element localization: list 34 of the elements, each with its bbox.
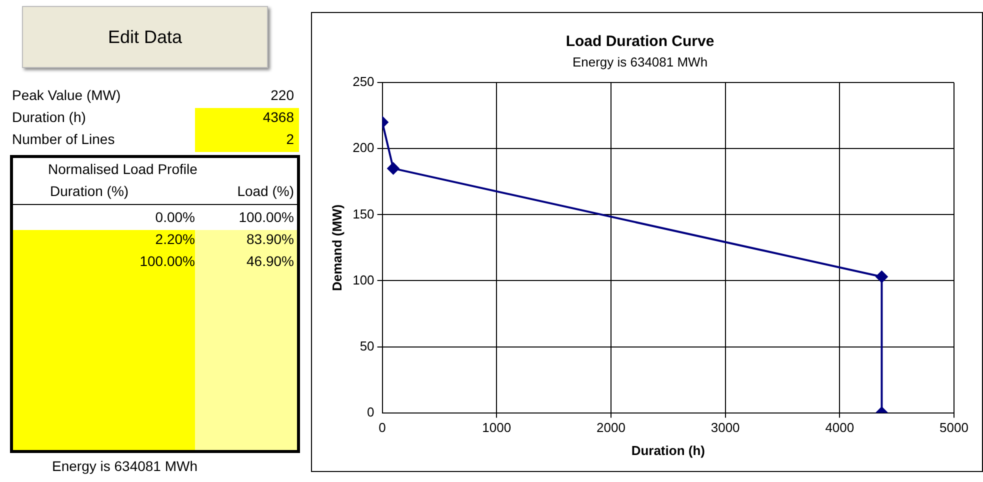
- x-tick-label: 1000: [482, 420, 512, 436]
- x-tick-label: 5000: [940, 420, 968, 436]
- text: 220: [270, 86, 294, 105]
- text: Duration (%): [50, 182, 129, 201]
- chart-title: Load Duration Curve: [566, 33, 714, 50]
- text: Number of Lines: [12, 130, 115, 149]
- text: Energy is 634081 MWh: [52, 457, 199, 476]
- y-tick-label: 100: [352, 272, 374, 288]
- text: 83.90%: [246, 230, 294, 249]
- y-tick-label: 0: [367, 404, 374, 420]
- text: 100.00%: [238, 208, 294, 227]
- text: Load (%): [237, 182, 294, 201]
- text: 0.00%: [155, 208, 195, 227]
- x-tick-label: 2000: [596, 420, 626, 436]
- x-tick-label: 3000: [710, 420, 740, 436]
- text: 2: [286, 130, 294, 149]
- x-axis-title: Duration (h): [631, 442, 705, 458]
- y-tick-label: 250: [352, 74, 374, 90]
- text: Peak Value (MW): [12, 86, 121, 105]
- edit-data-button: Edit Data: [22, 6, 268, 68]
- y-axis-title: Demand (MW): [329, 204, 344, 292]
- text: Duration (h): [12, 108, 86, 127]
- x-tick-label: 4000: [825, 420, 854, 436]
- text: 100.00%: [140, 252, 195, 271]
- text: 46.90%: [246, 252, 294, 271]
- y-tick-label: 50: [360, 338, 374, 354]
- text: Normalised Load Profile: [48, 160, 198, 179]
- chart-subtitle: Energy is 634081 MWh: [572, 54, 708, 70]
- y-tick-label: 200: [352, 140, 374, 156]
- x-tick-label: 0: [378, 420, 386, 436]
- text: 4368: [262, 108, 294, 127]
- text: 2.20%: [155, 230, 195, 249]
- point: [876, 270, 888, 283]
- y-tick-label: 150: [352, 206, 374, 222]
